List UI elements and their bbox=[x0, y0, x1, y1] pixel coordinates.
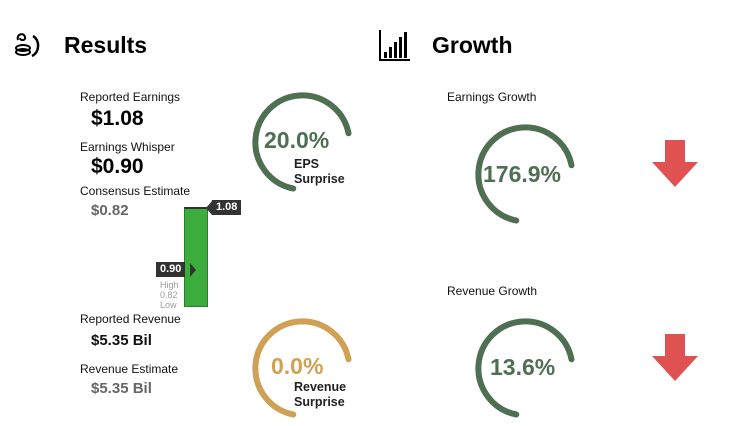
bar-top-tick bbox=[184, 207, 210, 209]
eps-surprise-line1: EPS bbox=[294, 157, 320, 171]
eps-surprise-value: 20.0% bbox=[264, 127, 330, 153]
whisper-label: Earnings Whisper bbox=[80, 140, 175, 154]
revenue-surprise-gauge bbox=[252, 318, 352, 418]
reported-revenue-value: $5.35 Bil bbox=[91, 332, 152, 349]
revenue-growth-label: Revenue Growth bbox=[447, 284, 538, 298]
whisper-tag-pointer bbox=[190, 263, 196, 277]
consensus-value: $0.82 bbox=[91, 202, 129, 219]
growth-title: Growth bbox=[432, 32, 513, 58]
arrow-down-icon bbox=[651, 334, 699, 382]
earnings-growth-label: Earnings Growth bbox=[447, 90, 537, 104]
revenue-growth-value: 13.6% bbox=[490, 354, 556, 380]
arrow-down-icon bbox=[651, 140, 699, 188]
revenue-surprise-line2: Surprise bbox=[294, 395, 345, 409]
eps-surprise-line2: Surprise bbox=[294, 172, 345, 186]
high-label: High bbox=[160, 280, 179, 290]
revenue-surprise-value: 0.0% bbox=[271, 353, 324, 379]
consensus-label: Consensus Estimate bbox=[80, 184, 191, 198]
reported-revenue-label: Reported Revenue bbox=[80, 312, 181, 326]
results-title: Results bbox=[64, 32, 148, 58]
low-label: Low bbox=[160, 300, 177, 310]
whisper-tag: 0.90 bbox=[156, 262, 186, 277]
reported-earnings-value: $1.08 bbox=[91, 107, 144, 130]
revenue-estimate-label: Revenue Estimate bbox=[80, 362, 179, 376]
earnings-growth-value: 176.9% bbox=[483, 161, 562, 187]
consensus-marker-label: 0.82 bbox=[160, 290, 178, 300]
earnings-growth-gauge bbox=[475, 124, 575, 224]
revenue-growth-gauge bbox=[475, 318, 575, 418]
eps-bar bbox=[184, 207, 208, 307]
whisper-value: $0.90 bbox=[91, 155, 144, 178]
bar-chart-icon bbox=[378, 30, 410, 62]
eps-surprise-gauge bbox=[252, 92, 352, 192]
reported-eps-tag-pointer bbox=[206, 201, 212, 215]
reported-eps-tag: 1.08 bbox=[212, 200, 242, 215]
revenue-estimate-value: $5.35 Bil bbox=[91, 380, 152, 397]
reported-earnings-label: Reported Earnings bbox=[80, 90, 181, 104]
revenue-surprise-line1: Revenue bbox=[294, 380, 347, 394]
results-icon bbox=[12, 30, 42, 60]
